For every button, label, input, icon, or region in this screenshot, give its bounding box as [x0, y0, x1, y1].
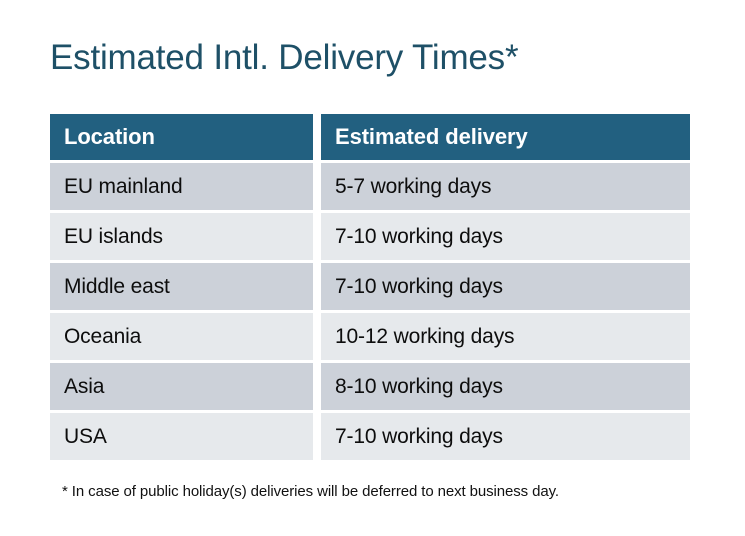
- cell-location: Oceania: [50, 313, 313, 360]
- cell-location: Asia: [50, 363, 313, 410]
- cell-estimated-delivery: 7-10 working days: [321, 413, 690, 460]
- cell-location: USA: [50, 413, 313, 460]
- column-header-estimated-delivery: Estimated delivery: [321, 114, 690, 160]
- cell-location: Middle east: [50, 263, 313, 310]
- table-row: Asia 8-10 working days: [50, 363, 690, 410]
- cell-estimated-delivery: 8-10 working days: [321, 363, 690, 410]
- table-row: USA 7-10 working days: [50, 413, 690, 460]
- cell-location: EU islands: [50, 213, 313, 260]
- cell-estimated-delivery: 7-10 working days: [321, 263, 690, 310]
- cell-estimated-delivery: 10-12 working days: [321, 313, 690, 360]
- table-row: Middle east 7-10 working days: [50, 263, 690, 310]
- footnote: * In case of public holiday(s) deliverie…: [62, 483, 559, 500]
- estimated-delivery-times-table: Location Estimated delivery EU mainland …: [50, 114, 690, 460]
- table-header-row: Location Estimated delivery: [50, 114, 690, 160]
- table-row: EU mainland 5-7 working days: [50, 163, 690, 210]
- column-header-location: Location: [50, 114, 313, 160]
- page-title: Estimated Intl. Delivery Times*: [50, 38, 519, 77]
- table-row: EU islands 7-10 working days: [50, 213, 690, 260]
- cell-estimated-delivery: 5-7 working days: [321, 163, 690, 210]
- table-row: Oceania 10-12 working days: [50, 313, 690, 360]
- cell-estimated-delivery: 7-10 working days: [321, 213, 690, 260]
- cell-location: EU mainland: [50, 163, 313, 210]
